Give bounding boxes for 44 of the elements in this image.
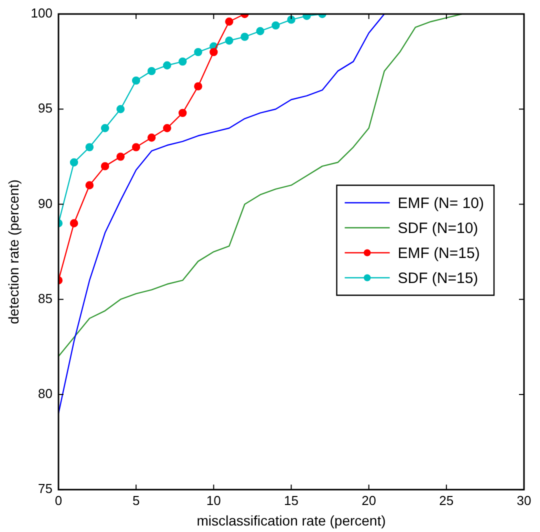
point <box>116 105 125 114</box>
y-tick-label: 85 <box>38 290 52 306</box>
x-tick-label: 10 <box>206 492 221 508</box>
point <box>147 66 156 76</box>
legend-label: EMF (N=15) <box>398 244 480 262</box>
x-tick-label: 15 <box>284 492 298 508</box>
y-tick-label: 100 <box>30 6 52 21</box>
x-tick-label: 25 <box>439 492 454 508</box>
point <box>178 57 187 66</box>
point <box>163 61 172 70</box>
y-axis-title: detection rate (percent) <box>5 179 22 324</box>
point <box>100 162 110 170</box>
x-tick-label: 0 <box>54 492 62 508</box>
point <box>100 124 110 132</box>
point <box>240 32 249 41</box>
y-tick-label: 80 <box>38 386 52 402</box>
point <box>256 27 264 36</box>
y-tick-label: 75 <box>38 481 52 496</box>
legend-label: SDF (N=15) <box>398 270 478 287</box>
y-tick-label: 90 <box>38 196 52 211</box>
point <box>287 16 296 24</box>
point <box>225 18 234 26</box>
point <box>225 36 234 45</box>
point <box>70 219 78 228</box>
x-axis-title: misclassification rate (percent) <box>196 512 386 528</box>
x-tick-label: 20 <box>362 492 376 508</box>
point <box>132 143 140 152</box>
point <box>194 48 202 56</box>
x-tick-label: 5 <box>132 492 140 508</box>
point <box>132 76 140 85</box>
legend-label: SDF (N=10) <box>398 220 478 237</box>
point <box>85 181 94 190</box>
point <box>70 158 78 166</box>
point <box>147 134 156 142</box>
point <box>272 21 280 30</box>
point <box>178 108 187 118</box>
point <box>116 152 125 161</box>
x-tick-label: 30 <box>516 492 532 508</box>
y-tick-label: 95 <box>38 100 52 116</box>
legend-label: EMF (N= 10) <box>398 194 484 212</box>
point <box>210 48 218 56</box>
point <box>194 82 202 90</box>
point <box>85 143 94 152</box>
point <box>163 124 172 132</box>
